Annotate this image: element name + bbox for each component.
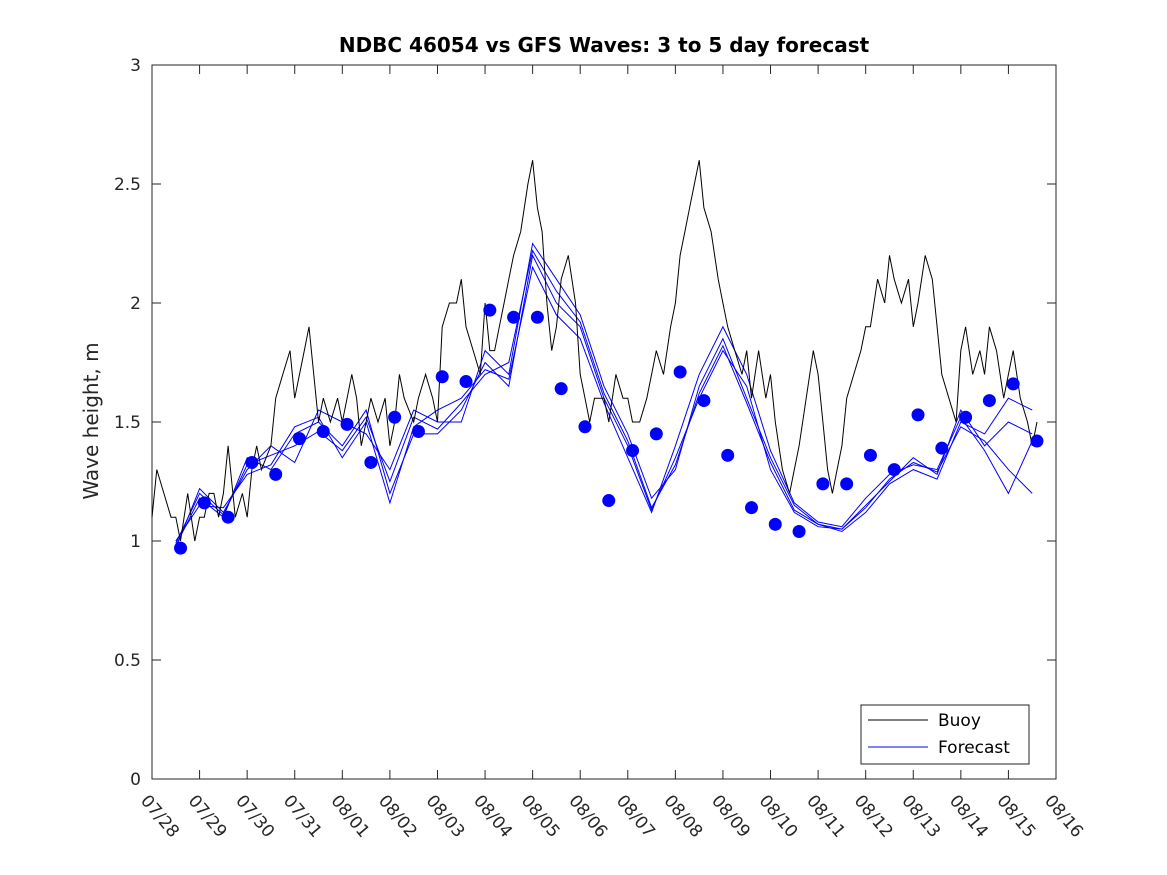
buoy-series-line <box>151 160 1038 542</box>
forecast-marker <box>959 410 973 424</box>
forecast-marker <box>863 448 877 462</box>
chart-title: NDBC 46054 vs GFS Waves: 3 to 5 day fore… <box>339 33 870 57</box>
forecast-marker <box>768 517 782 531</box>
forecast-marker <box>982 394 996 408</box>
forecast-marker <box>507 310 521 324</box>
forecast-marker <box>792 524 806 538</box>
y-tick-label: 2 <box>130 294 141 314</box>
x-tick-label: 07/28 <box>136 791 183 841</box>
x-tick-label: 08/01 <box>326 791 373 841</box>
y-tick-label: 1 <box>130 532 141 552</box>
forecast-marker <box>483 303 497 317</box>
forecast-marker <box>626 444 640 458</box>
x-tick-label: 08/09 <box>707 791 754 841</box>
x-tick-label: 08/06 <box>564 791 611 841</box>
y-axis-label: Wave height, m <box>79 342 103 499</box>
forecast-marker <box>1006 377 1020 391</box>
forecast-marker <box>673 365 687 379</box>
forecast-marker <box>269 467 283 481</box>
forecast-marker <box>911 408 925 422</box>
x-tick-label: 07/29 <box>184 791 231 841</box>
legend-forecast-label: Forecast <box>938 738 1010 758</box>
forecast-marker <box>530 310 544 324</box>
y-tick-label: 2.5 <box>114 175 141 195</box>
forecast-marker <box>435 370 449 384</box>
x-tick-label: 08/13 <box>897 791 944 841</box>
x-tick-label: 08/03 <box>422 791 469 841</box>
x-tick-label: 08/04 <box>469 791 516 841</box>
x-tick-label: 07/31 <box>279 791 326 841</box>
x-tick-label: 08/16 <box>1040 791 1087 841</box>
forecast-marker <box>816 477 830 491</box>
forecast-marker <box>887 463 901 477</box>
axes-box <box>151 64 1057 780</box>
forecast-marker <box>840 477 854 491</box>
forecast-marker <box>554 382 568 396</box>
x-tick-label: 08/05 <box>517 791 564 841</box>
x-tick-label: 08/12 <box>850 791 897 841</box>
forecast-marker <box>245 455 259 469</box>
forecast-marker <box>935 441 949 455</box>
forecast-marker <box>602 494 616 508</box>
forecast-marker <box>1030 434 1044 448</box>
forecast-marker <box>316 425 330 439</box>
x-tick-label: 08/10 <box>755 791 802 841</box>
x-tick-label: 08/14 <box>945 791 992 841</box>
forecast-marker <box>292 432 306 446</box>
forecast-marker <box>697 394 711 408</box>
forecast-marker <box>578 420 592 434</box>
x-tick-label: 07/30 <box>231 791 278 841</box>
x-tick-label: 08/08 <box>660 791 707 841</box>
x-tick-label: 08/11 <box>802 791 849 841</box>
x-tick-label: 08/07 <box>612 791 659 841</box>
forecast-marker <box>364 455 378 469</box>
x-tick-label: 08/15 <box>993 791 1040 841</box>
forecast-marker <box>221 510 235 524</box>
forecast-marker <box>340 417 354 431</box>
forecast-marker <box>197 496 211 510</box>
forecast-marker <box>721 448 735 462</box>
legend-buoy-label: Buoy <box>938 711 981 731</box>
forecast-series-line <box>175 242 1033 549</box>
forecast-marker <box>649 427 663 441</box>
y-tick-label: 3 <box>130 56 141 76</box>
y-tick-label: 0 <box>130 770 141 790</box>
forecast-marker <box>459 375 473 389</box>
y-tick-label: 0.5 <box>114 651 141 671</box>
forecast-marker <box>174 541 188 555</box>
x-tick-label: 08/02 <box>374 791 421 841</box>
forecast-marker <box>744 501 758 515</box>
forecast-marker <box>411 425 425 439</box>
legend: Buoy Forecast <box>860 704 1030 765</box>
legend-box <box>860 704 1030 765</box>
forecast-marker <box>388 410 402 424</box>
y-tick-label: 1.5 <box>114 413 141 433</box>
